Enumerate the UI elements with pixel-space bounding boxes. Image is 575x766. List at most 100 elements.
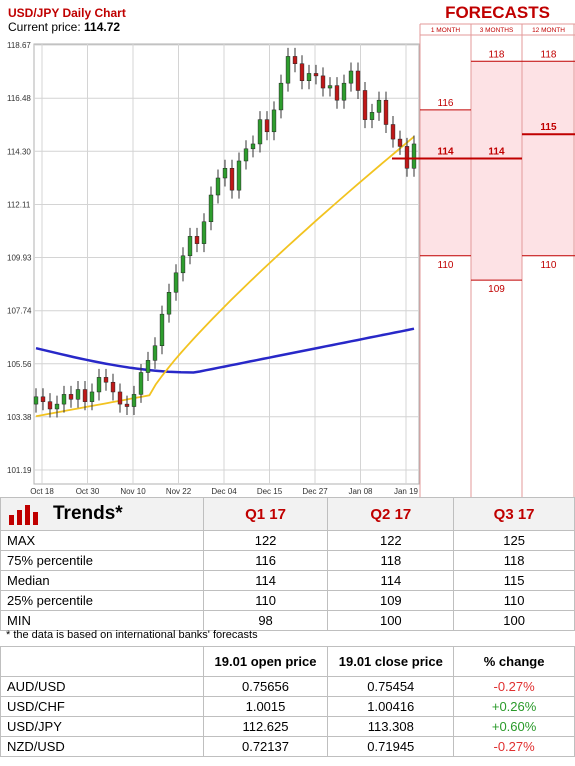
- row-value: 115: [453, 570, 575, 591]
- candle-body: [397, 138, 403, 147]
- row-value: 116: [202, 550, 329, 571]
- fx-pair: USD/JPY: [0, 716, 204, 737]
- forecast-col-header: 1 MONTH: [431, 27, 461, 34]
- candle-body: [320, 75, 326, 89]
- trends-row: Median 114 114 115: [0, 570, 575, 591]
- forecast-high-label: 118: [489, 49, 505, 60]
- bar-chart-icon: [9, 504, 38, 525]
- chart: 118.67 116.48 114.30 112.11 109.93 107.74 105.…: [7, 3, 575, 497]
- y-tick-label: 112.11: [7, 200, 31, 209]
- candle-body: [327, 85, 333, 89]
- candle-body: [229, 168, 235, 191]
- fx-row: USD/JPY 112.625 113.308 +0.60%: [0, 716, 575, 737]
- fx-open: 112.625: [202, 716, 329, 737]
- forecast-high-label: 118: [541, 49, 557, 60]
- row-value: 114: [202, 570, 329, 591]
- candle-body: [285, 56, 291, 84]
- candle-body: [264, 119, 270, 133]
- candle-body: [390, 124, 396, 140]
- candle-body: [341, 82, 347, 101]
- row-value: 122: [202, 530, 329, 551]
- forecast-median-label: 115: [540, 122, 557, 133]
- current-price-line: Current price: 114.72: [8, 20, 126, 34]
- trends-col-q2: Q2 17: [327, 497, 455, 531]
- trends-row: MAX 122 122 125: [0, 530, 575, 551]
- candle-body: [257, 119, 263, 145]
- trends-row: 75% percentile 116 118 118: [0, 550, 575, 571]
- row-value: 122: [327, 530, 455, 551]
- row-value: 98: [202, 610, 329, 631]
- y-tick-label: 103.38: [7, 413, 32, 422]
- fx-pair: NZD/USD: [0, 736, 204, 757]
- y-tick-label: 109.93: [7, 254, 32, 263]
- candle-body: [299, 63, 305, 81]
- fx-close: 113.308: [327, 716, 455, 737]
- candle-body: [82, 389, 88, 402]
- candle-body: [75, 389, 81, 400]
- candle-body: [68, 394, 74, 400]
- fx-open: 0.75656: [202, 676, 329, 697]
- fx-header-row: 19.01 open price 19.01 close price % cha…: [0, 646, 575, 677]
- fx-row: NZD/USD 0.72137 0.71945 -0.27%: [0, 736, 575, 757]
- trends-label-cell: Trends*: [0, 497, 204, 531]
- forecast-median-label: 114: [488, 147, 505, 158]
- trends-footnote: * the data is based on international ban…: [6, 629, 258, 641]
- x-tick-label: Dec 15: [257, 487, 283, 496]
- x-tick-label: Dec 04: [211, 487, 237, 496]
- candle-body: [376, 99, 382, 113]
- candle-body: [138, 372, 144, 395]
- candle-body: [47, 401, 53, 410]
- x-tick-label: Dec 27: [302, 487, 328, 496]
- y-tick-label: 105.56: [7, 360, 32, 369]
- fx-header-blank: [0, 646, 204, 677]
- fx-change: +0.26%: [453, 696, 575, 717]
- candle-body: [110, 381, 116, 393]
- row-value: 125: [453, 530, 575, 551]
- forecast-col-header: 12 MONTH: [532, 27, 565, 34]
- row-value: 100: [327, 610, 455, 631]
- candle-body: [208, 194, 214, 223]
- candle-body: [383, 99, 389, 125]
- fx-pair: USD/CHF: [0, 696, 204, 717]
- x-tick-label: Oct 30: [76, 487, 100, 496]
- row-label: MAX: [0, 530, 204, 551]
- row-value: 110: [453, 590, 575, 611]
- row-value: 109: [327, 590, 455, 611]
- row-label: MIN: [0, 610, 204, 631]
- candle-body: [411, 143, 417, 169]
- forecast-band: [522, 61, 575, 256]
- forecast-band: [471, 61, 522, 281]
- forecast-low-label: 109: [488, 284, 505, 295]
- candle-body: [180, 255, 186, 274]
- current-price-label: Current price:: [8, 20, 81, 34]
- candle-body: [334, 85, 340, 101]
- fx-row: USD/CHF 1.0015 1.00416 +0.26%: [0, 696, 575, 717]
- candle-body: [166, 292, 172, 315]
- candle-body: [215, 177, 221, 196]
- x-tick-label: Oct 18: [30, 487, 54, 496]
- slow-moving-average-line: [35, 327, 415, 374]
- forecast-low-label: 110: [438, 260, 454, 271]
- candle-body: [145, 360, 151, 373]
- candle-body: [159, 313, 165, 347]
- fx-row: AUD/USD 0.75656 0.75454 -0.27%: [0, 676, 575, 697]
- candle-body: [369, 112, 375, 120]
- candle-body: [278, 82, 284, 111]
- forecasts-title: FORECASTS: [445, 3, 550, 22]
- candle-body: [222, 168, 228, 179]
- trends-table: Trends* Q1 17 Q2 17 Q3 17 MAX 122 122 125 7…: [0, 497, 575, 631]
- candle-body: [61, 394, 67, 405]
- y-tick-label: 118.67: [7, 41, 31, 50]
- candle-body: [313, 73, 319, 77]
- candle-body: [173, 272, 179, 293]
- forecast-col-header: 3 MONTHS: [480, 27, 514, 34]
- trends-row: MIN 98 100 100: [0, 610, 575, 631]
- trends-col-q1: Q1 17: [202, 497, 329, 531]
- x-tick-label: Nov 22: [166, 487, 192, 496]
- trends-header-row: Trends* Q1 17 Q2 17 Q3 17: [0, 497, 575, 531]
- candle-body: [194, 236, 200, 244]
- row-label: Median: [0, 570, 204, 591]
- candle-body: [124, 403, 130, 407]
- candle-body: [348, 70, 354, 84]
- fx-change: -0.27%: [453, 736, 575, 757]
